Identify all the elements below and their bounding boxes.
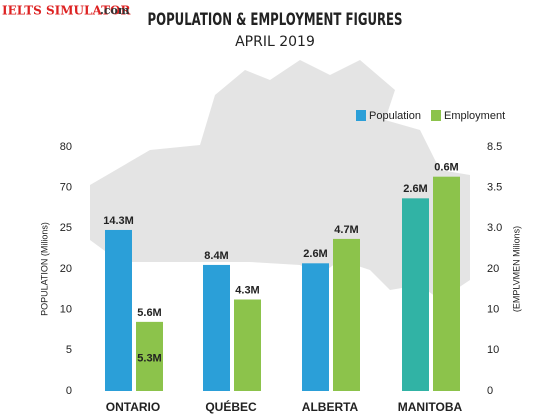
bar bbox=[203, 264, 230, 391]
bar-label: 4.7M bbox=[334, 224, 358, 236]
y2-axis-label: (EMPLVMEN Milions) bbox=[511, 226, 521, 312]
chart-subtitle: APRIL 2019 bbox=[235, 34, 315, 50]
y2-tick-label: 8.5 bbox=[487, 141, 502, 153]
y-tick-label: 70 bbox=[60, 182, 72, 194]
y-tick-label: 5 bbox=[66, 344, 72, 356]
legend-label: Employment bbox=[444, 110, 505, 122]
legend-swatch bbox=[356, 110, 366, 121]
bar-label: 2.6M bbox=[303, 248, 327, 260]
y-axis-label: POPULATION (Milions) bbox=[39, 222, 49, 316]
annotation: 5.3M bbox=[137, 352, 161, 364]
x-tick-label: ALBERTA bbox=[302, 400, 359, 414]
bar bbox=[302, 263, 329, 391]
legend-label: Population bbox=[369, 110, 421, 122]
bar-label: 0.6M bbox=[434, 162, 458, 174]
bar bbox=[136, 321, 163, 391]
y-tick-label: 20 bbox=[60, 263, 72, 275]
x-tick-label: ONTARIO bbox=[106, 400, 160, 414]
y-tick-label: 25 bbox=[60, 222, 72, 234]
bar-label: 2.6M bbox=[403, 183, 427, 195]
bar-label: 8.4M bbox=[204, 250, 228, 262]
bar bbox=[402, 198, 429, 391]
y2-tick-label: 0 bbox=[487, 385, 493, 397]
legend-swatch bbox=[431, 110, 441, 121]
bar-label: 14.3M bbox=[103, 215, 134, 227]
map-background bbox=[90, 60, 470, 300]
x-tick-label: QUÉBEC bbox=[205, 399, 257, 414]
brand-suffix: .com bbox=[100, 4, 130, 17]
bar-label: 4.3M bbox=[235, 284, 259, 296]
bar bbox=[333, 238, 360, 391]
brand: IELTS SIMULATOR bbox=[2, 4, 131, 18]
bar bbox=[433, 176, 460, 391]
y2-tick-label: 3.0 bbox=[487, 222, 502, 234]
bar bbox=[234, 299, 261, 391]
y-tick-label: 10 bbox=[60, 304, 72, 316]
y2-tick-label: 3.5 bbox=[487, 182, 502, 194]
y-tick-label: 80 bbox=[60, 141, 72, 153]
y2-tick-label: 10 bbox=[487, 304, 499, 316]
bar bbox=[105, 229, 132, 391]
y2-tick-label: 10 bbox=[487, 344, 499, 356]
bar-label: 5.6M bbox=[137, 307, 161, 319]
y-tick-label: 0 bbox=[66, 385, 72, 397]
chart-title: POPULATION & EMPLOYMENT FIGURES bbox=[148, 10, 403, 30]
x-tick-label: MANITOBA bbox=[398, 400, 463, 414]
y2-tick-label: 20 bbox=[487, 263, 499, 275]
